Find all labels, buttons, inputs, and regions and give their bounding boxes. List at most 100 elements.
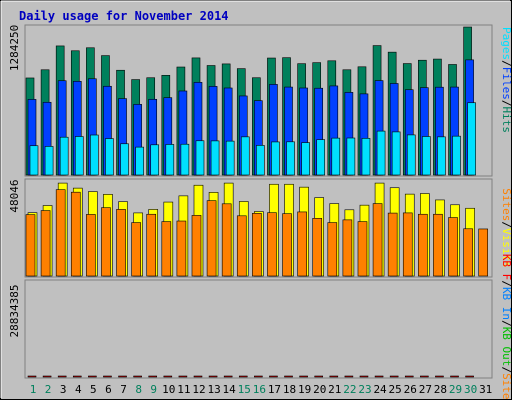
bar-sites-19: [297, 211, 307, 277]
x-label-day-10: 10: [162, 383, 175, 396]
x-label-day-15: 15: [238, 383, 251, 396]
x-label-day-20: 20: [313, 383, 326, 396]
legend-visits: Visits: [500, 228, 512, 268]
bar-kbf-4: [72, 375, 82, 378]
legend-kbsites: Sites: [500, 373, 512, 400]
bar-pages-22: [346, 137, 356, 176]
x-label-day-3: 3: [60, 383, 67, 396]
bar-pages-6: [105, 138, 114, 176]
bar-sites-3: [55, 189, 66, 277]
legend-sep-2: /: [500, 100, 512, 107]
bar-kbf-30: [465, 375, 474, 378]
bar-kbf-13: [208, 375, 218, 378]
x-label-day-5: 5: [90, 383, 97, 396]
bar-sites-18: [282, 213, 292, 277]
x-label-day-14: 14: [223, 383, 237, 396]
bar-sites-28: [433, 213, 443, 277]
legend-sites: Sites: [500, 188, 512, 221]
x-label-day-29: 29: [449, 383, 462, 396]
bar-kbf-8: [133, 375, 142, 378]
bar-sites-17: [267, 212, 277, 277]
panel-kbytes-frame: [24, 279, 493, 379]
x-label-day-13: 13: [207, 383, 220, 396]
bar-pages-2: [44, 146, 54, 176]
legend-kbout: KB Out: [500, 327, 512, 367]
x-label-day-16: 16: [253, 383, 266, 396]
bar-pages-30: [467, 102, 476, 176]
bar-kbf-20: [314, 375, 324, 378]
bar-kbf-24: [374, 375, 384, 378]
x-label-day-12: 12: [192, 383, 205, 396]
bar-sites-11: [176, 220, 187, 277]
panel-kbytes-ymax-label: 28834385: [8, 285, 21, 338]
x-label-day-1: 1: [30, 383, 37, 396]
legend-pages: Pages: [500, 27, 512, 60]
bar-kbf-28: [435, 375, 444, 378]
bar-kbf-16: [254, 375, 263, 378]
legend-kbf: KB F: [500, 254, 512, 281]
bar-pages-5: [90, 134, 99, 176]
bar-kbf-7: [118, 375, 127, 378]
x-label-day-2: 2: [45, 383, 52, 396]
panel-hits-legend: Pages/Files/Hits: [500, 27, 512, 133]
bar-sites-1: [25, 214, 36, 277]
legend-kbin: KB In: [500, 287, 512, 320]
x-label-day-17: 17: [268, 383, 281, 396]
bar-kbf-22: [344, 375, 354, 378]
x-label-day-24: 24: [373, 383, 387, 396]
bar-sites-8: [131, 222, 141, 277]
x-label-day-18: 18: [283, 383, 296, 396]
bar-kbf-12: [193, 375, 203, 378]
bar-kbf-17: [269, 375, 278, 378]
legend-files: Files: [500, 67, 512, 100]
bar-sites-13: [206, 200, 217, 277]
bar-kbf-25: [389, 375, 399, 378]
bar-sites-12: [191, 215, 202, 277]
bar-pages-21: [331, 137, 341, 176]
bar-sites-29: [448, 217, 458, 277]
x-label-day-23: 23: [358, 383, 371, 396]
bar-marks: [25, 26, 489, 378]
legend-hits: Hits: [500, 107, 512, 134]
x-label-day-11: 11: [177, 383, 190, 396]
chart-title: Daily usage for November 2014: [19, 9, 229, 23]
bar-sites-24: [372, 203, 383, 277]
x-label-day-19: 19: [298, 383, 311, 396]
bar-pages-7: [120, 143, 129, 176]
bar-pages-9: [150, 144, 160, 176]
bar-sites-15: [236, 215, 247, 277]
bar-sites-25: [387, 212, 398, 277]
bar-pages-18: [286, 141, 295, 176]
bar-pages-8: [135, 146, 144, 176]
bar-sites-26: [402, 212, 413, 277]
panel-visits-legend: Sites/Visits: [500, 188, 512, 268]
bar-sites-31: [478, 228, 489, 277]
bar-pages-26: [406, 134, 416, 176]
x-label-day-31: 31: [479, 383, 492, 396]
bar-sites-27: [418, 213, 428, 277]
bar-pages-13: [210, 140, 220, 176]
x-label-day-9: 9: [150, 383, 157, 396]
bar-kbf-1: [27, 375, 37, 378]
panel-hits-ymax-label: 1284250: [8, 25, 21, 71]
bar-sites-22: [342, 219, 353, 277]
bar-kbf-10: [163, 375, 173, 378]
bar-pages-16: [256, 145, 265, 176]
x-axis-labels: 1 2 3 4 5 6 7 8 9 10 11 12 13 14 15 16 17 18 19 20 21 22 23 24 2…: [30, 383, 493, 396]
bar-kbf-19: [299, 375, 308, 378]
bar-pages-25: [391, 131, 401, 176]
bar-pages-11: [180, 143, 190, 176]
panel-kbytes-legend: KB F/KB In/KB Out/Sites: [500, 254, 512, 400]
legend-sep-5: /: [500, 320, 512, 327]
bar-sites-10: [161, 221, 172, 277]
bar-pages-20: [316, 139, 326, 176]
bar-sites-20: [312, 218, 323, 277]
x-label-day-6: 6: [105, 383, 112, 396]
bar-pages-10: [165, 144, 175, 176]
x-label-day-25: 25: [389, 383, 402, 396]
bar-kbf-23: [359, 375, 369, 378]
legend-sep-6: /: [500, 366, 512, 373]
x-label-day-4: 4: [75, 383, 82, 396]
bar-kbf-5: [88, 375, 97, 378]
